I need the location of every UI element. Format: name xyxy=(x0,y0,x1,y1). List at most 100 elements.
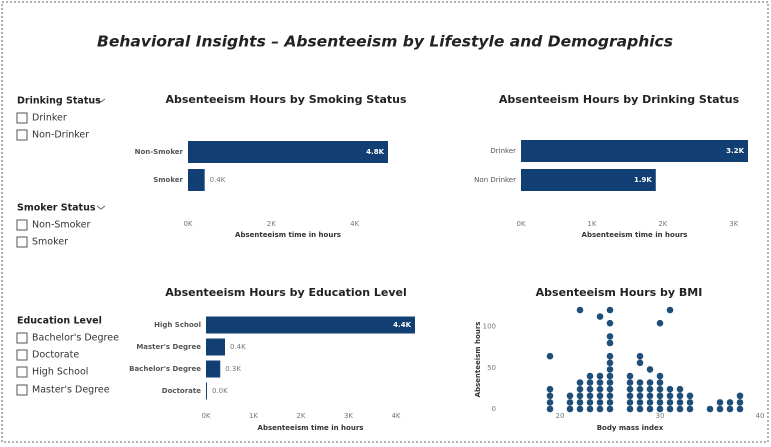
point xyxy=(736,399,744,406)
x-tick-label: 30 xyxy=(656,412,665,420)
x-tick-label: 2K xyxy=(658,220,667,228)
slicer-item[interactable]: Drinker xyxy=(32,113,67,124)
x-tick-label: 3K xyxy=(344,412,353,420)
checkbox[interactable] xyxy=(16,236,28,248)
bar xyxy=(206,338,225,356)
x-axis-title: Absenteeism time in hours xyxy=(235,231,341,239)
category-label: Doctorate xyxy=(162,387,201,395)
point xyxy=(566,392,574,400)
point xyxy=(606,366,614,373)
point xyxy=(656,392,664,400)
point xyxy=(646,379,654,386)
x-tick-label: 1K xyxy=(249,412,258,420)
slicer-item[interactable]: Bachelor's Degree xyxy=(32,333,119,344)
point xyxy=(656,372,664,380)
point xyxy=(606,372,614,380)
slicer-title: Drinking Status xyxy=(17,96,101,107)
slicer-item[interactable]: High School xyxy=(32,367,88,378)
x-axis-title: Body mass index xyxy=(597,424,664,432)
chart-title: Absenteeism Hours by BMI xyxy=(536,286,703,299)
data-label: 1.9K xyxy=(634,176,652,184)
chart-title: Absenteeism Hours by Education Level xyxy=(165,286,407,299)
data-label: 0.4K xyxy=(230,343,246,351)
data-label: 0.3K xyxy=(225,365,241,373)
checkbox[interactable] xyxy=(16,219,28,231)
point xyxy=(566,399,574,406)
data-label: 0.4K xyxy=(210,176,226,184)
point xyxy=(636,405,644,413)
point xyxy=(586,372,594,380)
y-tick-label: 0 xyxy=(492,405,496,413)
point xyxy=(626,399,634,406)
x-tick-label: 2K xyxy=(267,220,276,228)
point xyxy=(666,306,674,314)
slicer-item[interactable]: Smoker xyxy=(32,237,68,248)
bar xyxy=(206,382,207,400)
bar xyxy=(206,360,221,378)
x-axis-title: Absenteeism time in hours xyxy=(258,424,364,432)
point xyxy=(636,392,644,400)
checkbox[interactable] xyxy=(16,349,28,361)
point xyxy=(656,399,664,406)
checkbox[interactable] xyxy=(16,384,28,396)
data-label: 0.0K xyxy=(212,387,228,395)
point xyxy=(546,392,554,400)
point xyxy=(606,306,614,314)
point xyxy=(596,379,604,386)
chart-title: Absenteeism Hours by Smoking Status xyxy=(165,93,407,106)
point xyxy=(646,399,654,406)
point xyxy=(606,333,614,340)
point xyxy=(656,405,664,413)
bar xyxy=(521,140,748,162)
data-label: 4.8K xyxy=(366,148,384,156)
category-label: High School xyxy=(154,321,201,329)
category-label: Smoker xyxy=(153,176,183,184)
point xyxy=(626,405,634,413)
x-tick-label: 20 xyxy=(556,412,565,420)
point xyxy=(576,405,584,413)
checkbox[interactable] xyxy=(16,112,28,124)
point xyxy=(676,405,684,413)
point xyxy=(666,392,674,400)
slicer-title: Smoker Status xyxy=(17,203,96,214)
point xyxy=(676,399,684,406)
checkbox[interactable] xyxy=(16,129,28,141)
bar xyxy=(521,169,656,191)
checkbox[interactable] xyxy=(16,332,28,344)
point xyxy=(596,399,604,406)
point xyxy=(546,385,554,393)
point xyxy=(636,399,644,406)
point xyxy=(636,379,644,386)
x-tick-label: 3K xyxy=(729,220,738,228)
slicer-item[interactable]: Non-Drinker xyxy=(32,130,89,141)
point xyxy=(606,352,614,360)
x-tick-label: 40 xyxy=(756,412,765,420)
point xyxy=(726,399,734,406)
y-axis-title: Absenteeism hours xyxy=(474,322,482,398)
point xyxy=(576,306,584,314)
chart-title: Absenteeism Hours by Drinking Status xyxy=(499,93,740,106)
point xyxy=(606,359,614,367)
slicer-item[interactable]: Master's Degree xyxy=(32,385,110,396)
point xyxy=(646,385,654,393)
slicer-item[interactable]: Doctorate xyxy=(32,350,79,361)
point xyxy=(636,359,644,367)
checkbox[interactable] xyxy=(16,366,28,378)
point xyxy=(626,372,634,380)
category-label: Non-Smoker xyxy=(135,148,184,156)
point xyxy=(636,385,644,393)
x-tick-label: 2K xyxy=(296,412,305,420)
chevron[interactable] xyxy=(96,98,106,103)
x-tick-label: 4K xyxy=(350,220,359,228)
point xyxy=(736,405,744,413)
chevron[interactable] xyxy=(96,205,106,210)
point xyxy=(686,399,694,406)
point xyxy=(646,405,654,413)
point xyxy=(576,392,584,400)
slicer-item[interactable]: Non-Smoker xyxy=(32,220,90,231)
point xyxy=(686,392,694,400)
point xyxy=(586,405,594,413)
point xyxy=(606,405,614,413)
